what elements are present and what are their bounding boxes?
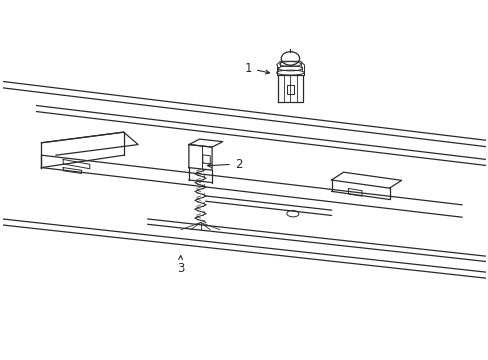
Text: 2: 2: [207, 158, 242, 171]
Text: 1: 1: [244, 62, 269, 75]
Text: 3: 3: [177, 256, 184, 275]
